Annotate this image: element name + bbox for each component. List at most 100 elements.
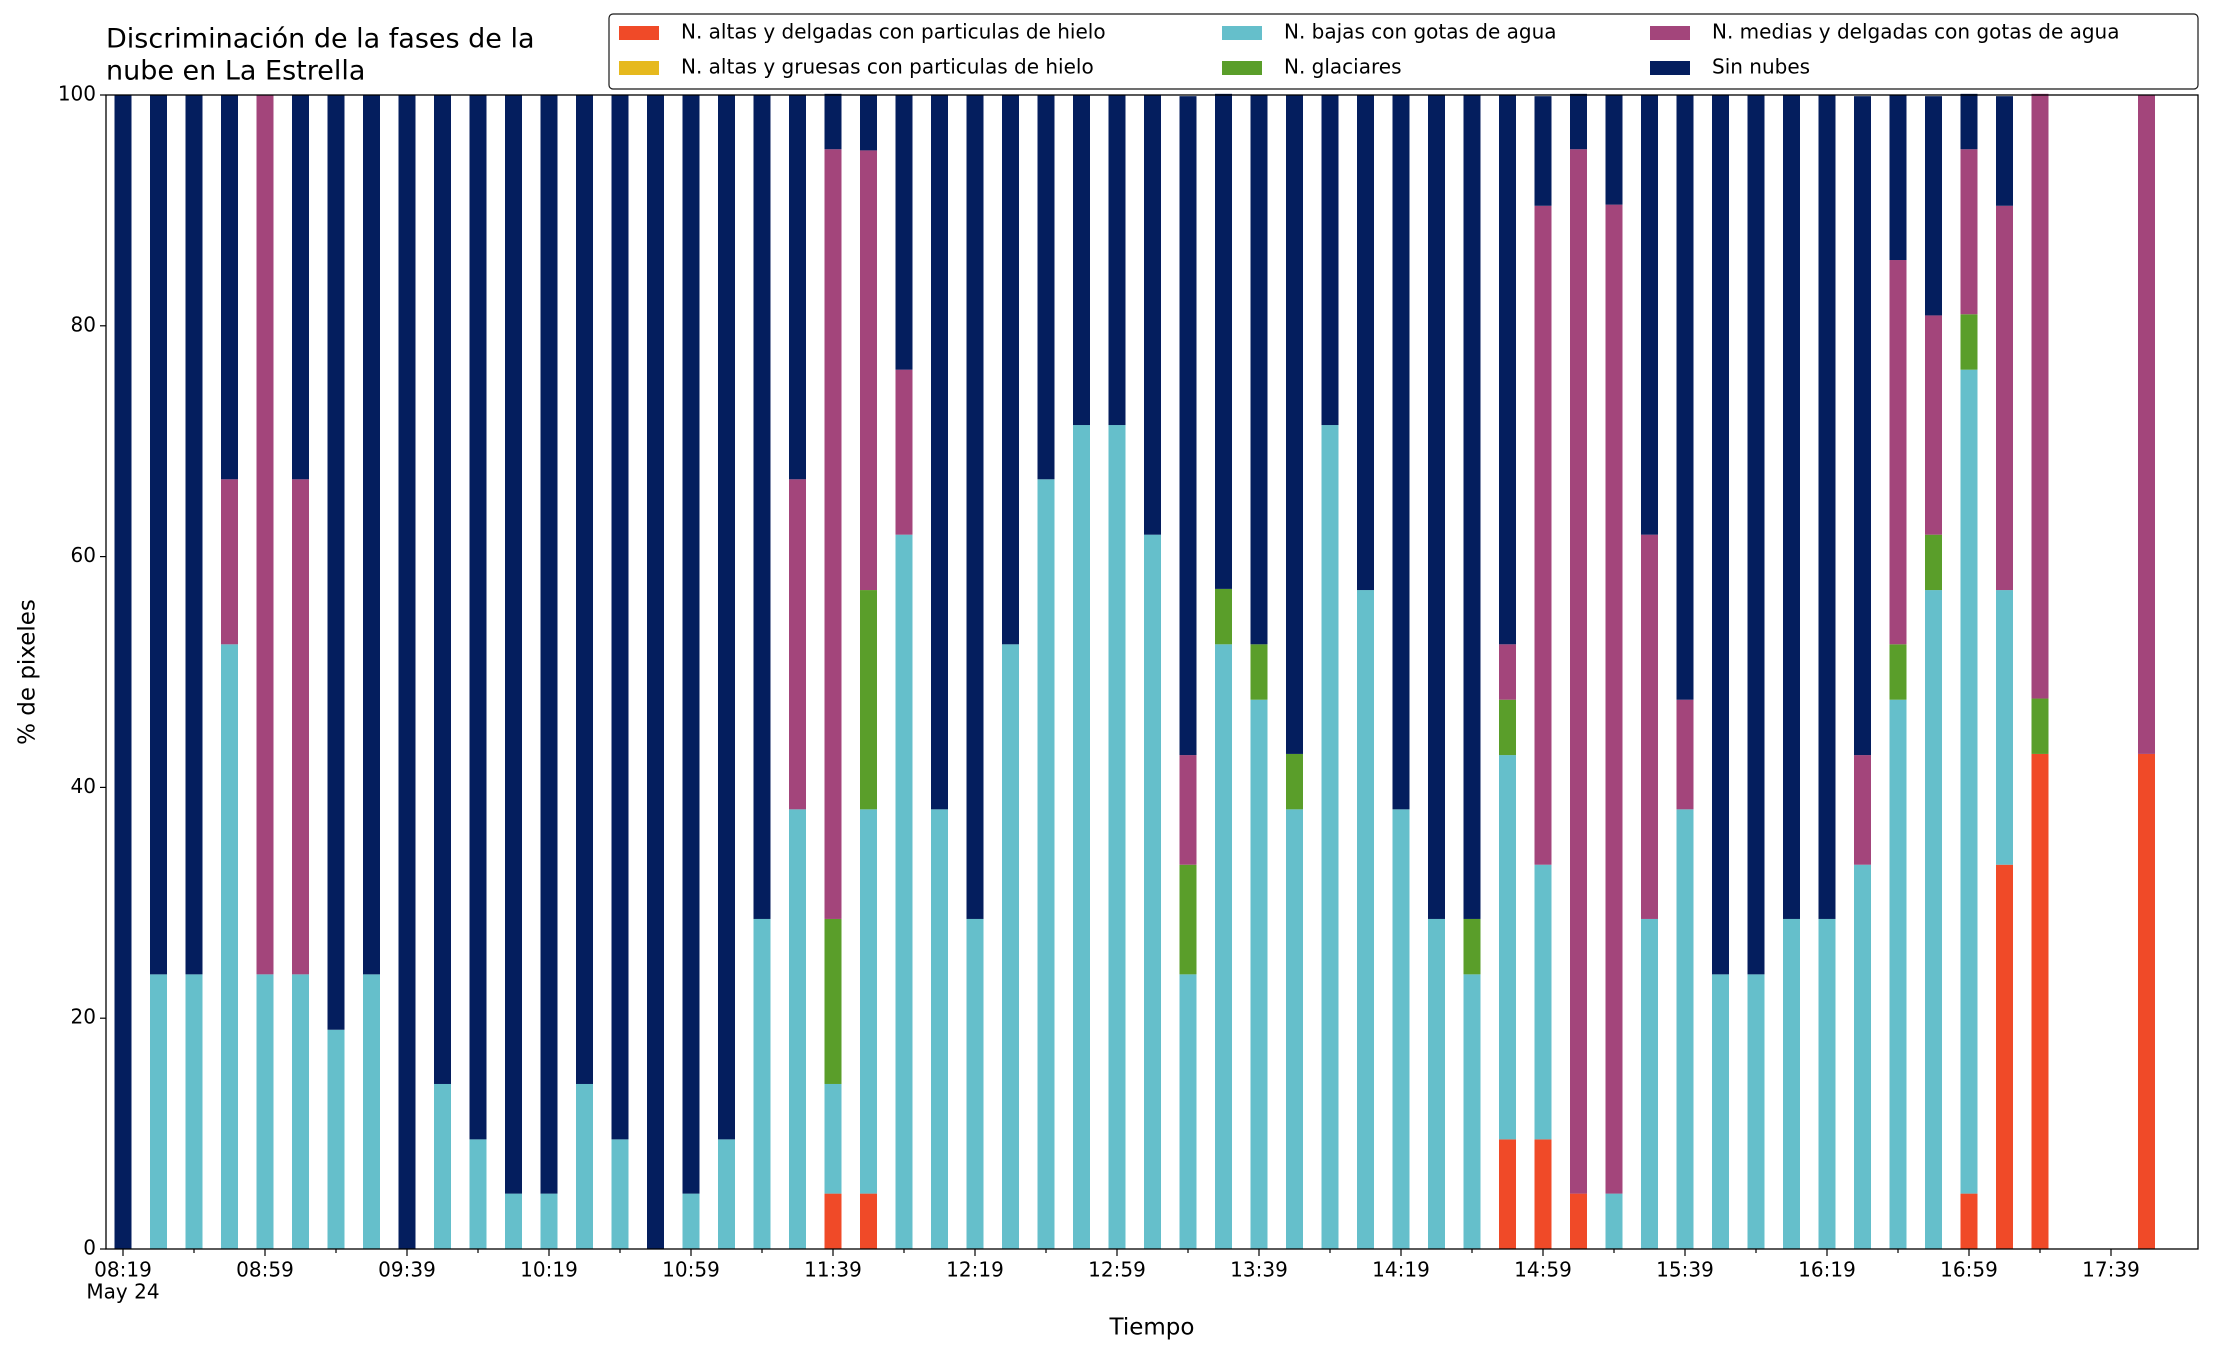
y-tick-label: 80 bbox=[71, 312, 96, 336]
bar-segment bbox=[1996, 864, 2013, 1249]
bar-segment bbox=[647, 95, 664, 1249]
bar-segment bbox=[150, 95, 167, 975]
bar-segment bbox=[1960, 149, 1978, 315]
bar-segment bbox=[1534, 864, 1552, 1140]
bar-segment bbox=[789, 809, 806, 1249]
bar-segment bbox=[1996, 205, 2013, 591]
bar-segment bbox=[1534, 205, 1552, 865]
bar-segment bbox=[1499, 699, 1516, 756]
bar-segment bbox=[931, 809, 948, 1249]
bar-segment bbox=[1144, 534, 1161, 1249]
bar-segment bbox=[1889, 95, 1907, 261]
bar-segment bbox=[256, 95, 274, 975]
x-tick-label: 17:39 bbox=[2082, 1258, 2140, 1282]
bar-segment bbox=[2031, 753, 2049, 1249]
legend-label: N. bajas con gotas de agua bbox=[1284, 20, 1557, 44]
bar-segment bbox=[1712, 95, 1729, 975]
bar-segment bbox=[1215, 588, 1232, 645]
bar-segment bbox=[2138, 95, 2155, 754]
bar-segment bbox=[966, 95, 984, 919]
bar-segment bbox=[576, 95, 593, 1084]
bar-segment bbox=[1179, 864, 1197, 975]
bar-segment bbox=[221, 95, 238, 480]
bar-segment bbox=[1286, 95, 1303, 754]
bar-segment bbox=[718, 1139, 735, 1249]
bar-segment bbox=[1570, 149, 1587, 1194]
bar-segment bbox=[1534, 96, 1552, 206]
x-tick-label: 11:39 bbox=[804, 1258, 862, 1282]
bar-segment bbox=[540, 1193, 558, 1249]
x-axis-label: Tiempo bbox=[1109, 1315, 1195, 1341]
bar-segment bbox=[1925, 96, 1942, 316]
bar-segment bbox=[2138, 753, 2155, 1249]
bar-segment bbox=[860, 809, 877, 1194]
bar-segment bbox=[469, 95, 487, 1140]
bar-segment bbox=[1641, 918, 1658, 1249]
bar-segment bbox=[1037, 95, 1055, 480]
legend-box bbox=[608, 13, 2199, 90]
legend-label: Sin nubes bbox=[1712, 55, 1810, 79]
bar-segment bbox=[1676, 809, 1694, 1249]
bar-segment bbox=[753, 95, 771, 919]
bar-segment bbox=[1641, 95, 1658, 535]
bar-segment bbox=[505, 95, 522, 1194]
bar-segment bbox=[434, 95, 451, 1084]
y-tick-label: 100 bbox=[58, 82, 96, 106]
bar-segment bbox=[824, 1193, 842, 1249]
bar-segment bbox=[1854, 755, 1871, 865]
bar-segment bbox=[895, 95, 913, 370]
bar-segment bbox=[185, 974, 203, 1249]
bar-segment bbox=[1783, 918, 1800, 1249]
legend-swatch bbox=[1222, 26, 1262, 40]
bar-segment bbox=[1179, 974, 1197, 1249]
bar-segment bbox=[292, 974, 309, 1249]
bar-segment bbox=[1392, 809, 1410, 1249]
bar-segment bbox=[1499, 755, 1516, 1140]
bar-segment bbox=[1676, 95, 1694, 700]
bar-segment bbox=[1321, 95, 1339, 426]
legend-swatch bbox=[619, 61, 659, 75]
bar-segment bbox=[1747, 974, 1765, 1249]
bar-segment bbox=[363, 95, 380, 975]
bar-segment bbox=[895, 369, 913, 535]
bar-segment bbox=[1428, 95, 1445, 919]
bar-segment bbox=[611, 1139, 629, 1249]
bar-segment bbox=[1428, 918, 1445, 1249]
bar-segment bbox=[2031, 93, 2049, 699]
bar-segment bbox=[1925, 534, 1942, 591]
x-tick-label: 09:39 bbox=[378, 1258, 436, 1282]
bar-segment bbox=[434, 1083, 451, 1249]
bar-segment bbox=[682, 95, 700, 1194]
bar-segment bbox=[1676, 699, 1694, 810]
bar-segment bbox=[860, 95, 877, 151]
bar-segment bbox=[1783, 95, 1800, 919]
x-tick-label: 16:19 bbox=[1798, 1258, 1856, 1282]
bar-segment bbox=[576, 1083, 593, 1249]
x-date-label: May 24 bbox=[86, 1280, 159, 1304]
x-tick-label: 13:39 bbox=[1230, 1258, 1288, 1282]
chart-title: nube en La Estrella bbox=[106, 56, 365, 87]
bar-segment bbox=[185, 95, 203, 975]
bar-segment bbox=[1499, 644, 1516, 700]
bar-segment bbox=[1925, 315, 1942, 535]
bar-segment bbox=[966, 918, 984, 1249]
bar-segment bbox=[1889, 699, 1907, 1249]
bar-segment bbox=[1392, 95, 1410, 810]
x-tick-label: 15:39 bbox=[1656, 1258, 1714, 1282]
y-tick-label: 0 bbox=[83, 1236, 96, 1260]
bar-segment bbox=[718, 95, 735, 1140]
x-tick-label: 14:19 bbox=[1372, 1258, 1430, 1282]
x-tick-label: 08:59 bbox=[236, 1258, 294, 1282]
bar-segment bbox=[1925, 590, 1942, 1249]
x-tick-label: 08:19 bbox=[94, 1258, 152, 1282]
bar-segment bbox=[1960, 369, 1978, 1194]
legend-swatch bbox=[619, 26, 659, 40]
bar-segment bbox=[398, 95, 416, 1249]
bar-segment bbox=[1002, 644, 1019, 1249]
legend-label: N. glaciares bbox=[1284, 55, 1402, 79]
bar-segment bbox=[753, 918, 771, 1249]
bar-segment bbox=[1605, 1193, 1623, 1249]
bar-segment bbox=[824, 918, 842, 1084]
bar-segment bbox=[789, 95, 806, 480]
